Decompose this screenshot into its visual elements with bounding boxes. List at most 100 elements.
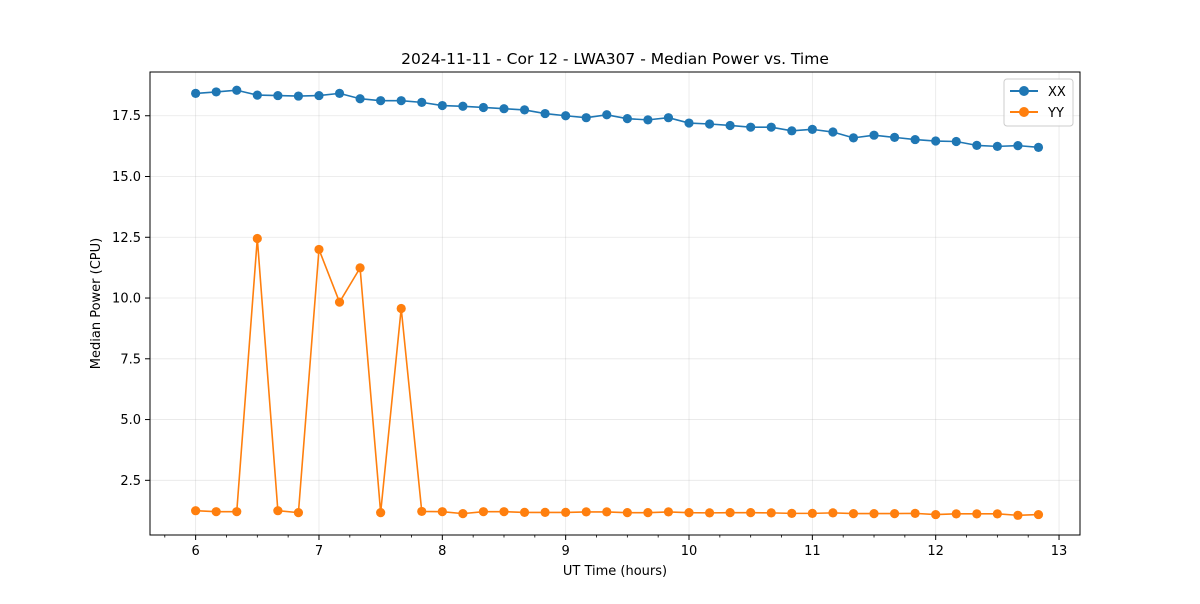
data-point-yy	[684, 508, 694, 518]
data-point-xx	[417, 97, 427, 107]
legend-label-xx: XX	[1048, 85, 1066, 100]
data-point-yy	[314, 244, 324, 255]
data-point-xx	[992, 141, 1002, 151]
data-point-yy	[478, 507, 489, 517]
data-point-yy	[931, 509, 941, 520]
data-point-yy	[704, 508, 715, 518]
data-point-yy	[417, 506, 427, 517]
data-point-yy	[1033, 509, 1044, 520]
x-tick-label: 13	[1051, 544, 1068, 559]
x-tick-label: 8	[438, 544, 446, 559]
y-tick-label: 12.5	[112, 231, 141, 246]
data-point-yy	[663, 507, 674, 517]
data-point-yy	[643, 508, 653, 518]
data-point-xx	[252, 90, 262, 100]
data-point-yy	[499, 507, 509, 517]
data-point-yy	[602, 507, 612, 517]
data-point-yy	[561, 507, 571, 517]
data-point-xx	[581, 113, 591, 123]
data-point-yy	[232, 507, 242, 517]
data-point-yy	[910, 508, 920, 518]
data-point-yy	[889, 509, 900, 519]
data-point-xx	[725, 120, 735, 131]
data-point-yy	[211, 507, 221, 517]
data-point-xx	[540, 108, 550, 119]
data-point-xx	[211, 87, 221, 97]
y-tick-label: 17.5	[112, 109, 141, 124]
data-point-xx	[746, 122, 756, 132]
y-tick-label: 10.0	[112, 292, 141, 307]
data-point-xx	[273, 90, 283, 101]
data-point-yy	[869, 509, 879, 519]
data-point-yy	[252, 233, 262, 244]
data-point-yy	[191, 506, 201, 516]
data-point-xx	[972, 140, 982, 150]
data-point-xx	[191, 88, 201, 98]
data-point-xx	[643, 115, 653, 125]
x-axis-label: UT Time (hours)	[563, 564, 667, 579]
data-point-yy	[376, 508, 386, 518]
legend-marker-yy	[1019, 107, 1029, 117]
y-axis-label: Median Power (CPU)	[89, 238, 104, 369]
data-point-xx	[1033, 142, 1044, 152]
legend-marker-xx	[1019, 86, 1029, 96]
data-point-xx	[828, 127, 838, 137]
axes: 6 7 8 9 10 11 12 13 2.5 5.0 7.5 10.0 12.5 15.0 17.5	[112, 109, 1067, 559]
y-tick-label: 15.0	[112, 170, 141, 185]
data-point-yy	[458, 509, 468, 519]
data-point-xx	[437, 100, 447, 111]
data-point-xx	[869, 130, 879, 140]
data-point-yy	[334, 297, 345, 307]
data-point-yy	[828, 508, 838, 518]
data-point-xx	[499, 104, 509, 114]
data-point-xx	[396, 96, 406, 106]
data-point-yy	[972, 509, 982, 519]
x-tick-label: 6	[191, 544, 199, 559]
data-point-xx	[663, 113, 674, 123]
data-point-xx	[355, 94, 365, 104]
data-point-yy	[1013, 510, 1023, 520]
data-point-xx	[931, 136, 941, 146]
data-point-xx	[807, 124, 817, 134]
data-point-xx	[232, 85, 242, 95]
plot-lines	[191, 85, 1044, 520]
x-tick-label: 12	[927, 544, 944, 559]
x-tick-label: 7	[315, 544, 323, 559]
data-point-xx	[787, 126, 797, 136]
data-point-xx	[889, 132, 900, 142]
x-tick-label: 11	[804, 544, 821, 559]
data-point-xx	[519, 105, 530, 115]
x-tick-label: 9	[562, 544, 570, 559]
data-point-yy	[540, 507, 550, 517]
data-point-xx	[478, 102, 489, 113]
legend-label-yy: YY	[1047, 106, 1064, 121]
data-point-xx	[622, 114, 632, 124]
plot-frame	[149, 71, 1081, 536]
data-point-yy	[848, 509, 859, 519]
data-point-xx	[704, 119, 715, 129]
data-point-xx	[848, 133, 859, 143]
data-point-xx	[910, 134, 920, 145]
data-point-xx	[561, 111, 571, 121]
data-point-yy	[746, 508, 756, 518]
data-point-yy	[766, 508, 776, 518]
data-point-yy	[787, 508, 797, 518]
data-point-yy	[951, 509, 961, 519]
y-tick-label: 7.5	[120, 352, 141, 367]
data-point-yy	[725, 508, 735, 518]
y-tick-label: 2.5	[120, 474, 141, 489]
data-point-yy	[396, 303, 406, 314]
data-point-yy	[622, 508, 632, 518]
data-point-yy	[581, 507, 591, 517]
data-point-yy	[519, 507, 530, 517]
chart-title: 2024-11-11 - Cor 12 - LWA307 - Median Po…	[401, 50, 829, 68]
data-point-yy	[437, 507, 447, 517]
data-point-xx	[293, 91, 304, 101]
data-point-xx	[602, 110, 612, 120]
data-point-xx	[376, 96, 386, 106]
legend: XX YY	[1003, 78, 1074, 127]
data-point-xx	[766, 122, 776, 132]
